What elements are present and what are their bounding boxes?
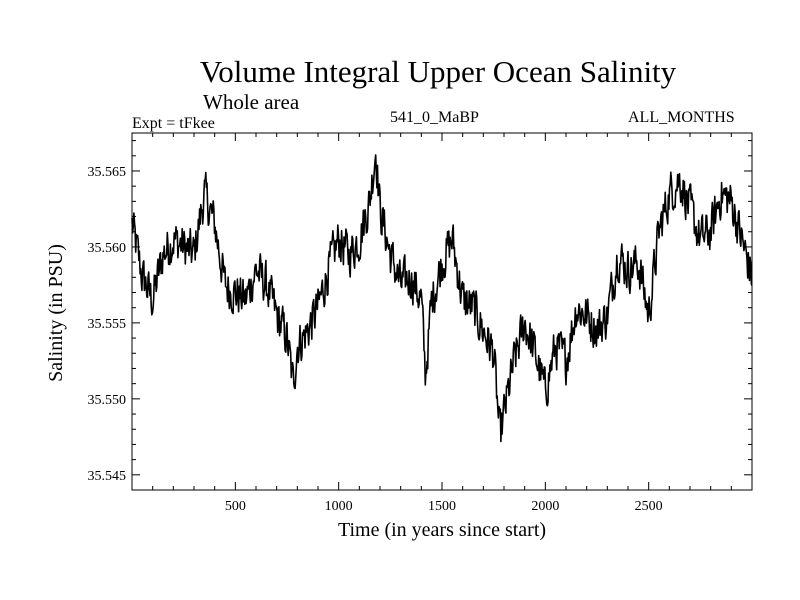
plot-frame xyxy=(131,132,753,491)
chart-title: Volume Integral Upper Ocean Salinity xyxy=(199,54,677,89)
x-tick-label: 500 xyxy=(225,499,246,514)
y-tick-label: 35.560 xyxy=(88,241,127,256)
y-tick-label: 35.550 xyxy=(88,393,127,408)
y-tick-label: 35.555 xyxy=(88,317,127,332)
x-axis-label: Time (in years since start) xyxy=(337,519,547,541)
y-tick-label: 35.545 xyxy=(88,469,127,484)
x-tick-label: 2000 xyxy=(531,499,559,514)
salinity-series-line xyxy=(131,154,753,443)
experiment-label: Expt = tFkee xyxy=(132,115,215,132)
months-label: ALL_MONTHS xyxy=(628,109,735,126)
x-tick-label: 2500 xyxy=(635,499,663,514)
x-tick-label: 1500 xyxy=(428,499,456,514)
chart-subtitle: Whole area xyxy=(203,90,300,114)
x-tick-label: 1000 xyxy=(325,499,353,514)
run-id-label: 541_0_MaBP xyxy=(390,109,479,126)
y-tick-label: 35.565 xyxy=(88,165,127,180)
